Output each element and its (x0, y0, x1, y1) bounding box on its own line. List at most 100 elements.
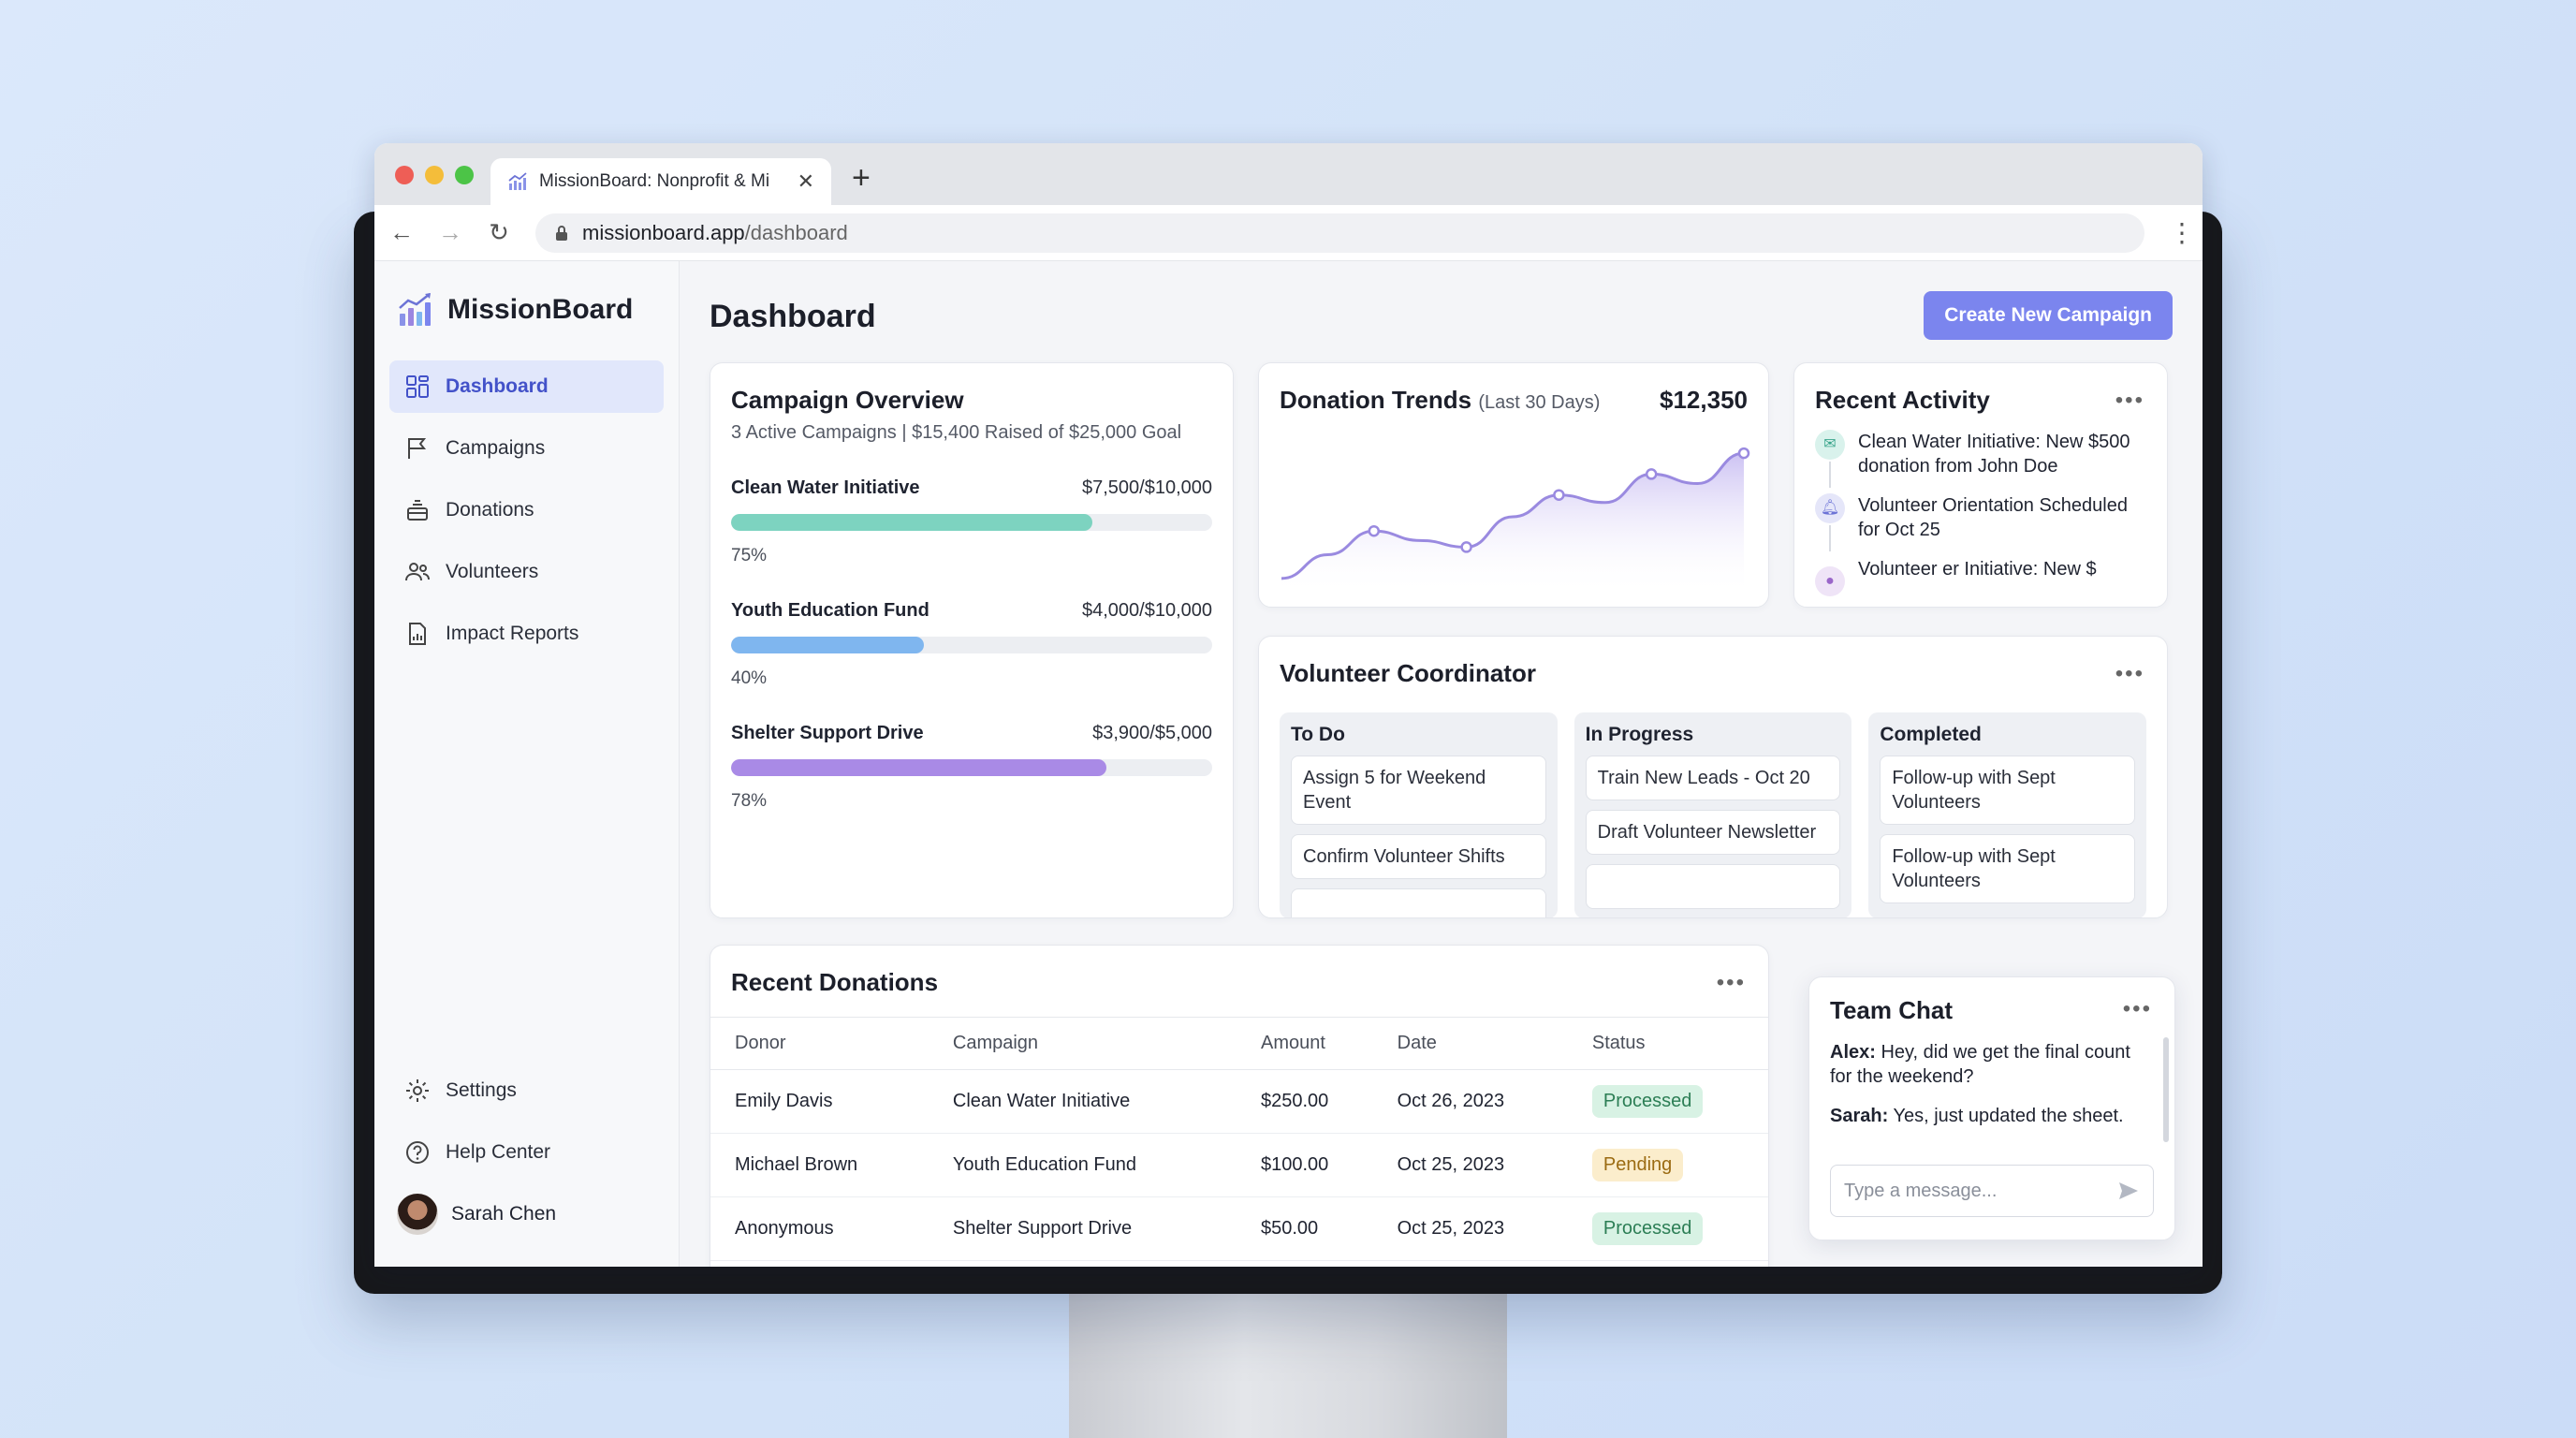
kanban-column-in-progress: In Progress Train New Leads - Oct 20 Dra… (1573, 712, 1852, 917)
bell-icon: 🔔︎ (1815, 493, 1845, 523)
campaign-progress-item[interactable]: Shelter Support Drive $3,900/$5,000 78% (731, 723, 1212, 812)
task-card[interactable]: Confirm Volunteer Shifts (1291, 834, 1546, 879)
tab-favicon-icon (508, 172, 527, 190)
card-title: Campaign Overview (731, 386, 964, 414)
table-row[interactable]: Anonymous Shelter Support Drive $50.00 O… (710, 1196, 1768, 1261)
status-badge: Processed (1591, 1212, 1704, 1245)
trend-point[interactable] (1460, 541, 1472, 553)
date-cell: Oct 26, 2023 (1372, 1069, 1568, 1134)
campaign-percent: 75% (731, 546, 768, 565)
maximize-window-button[interactable] (455, 166, 474, 184)
tab-title: MissionBoard: Nonprofit & Mi (539, 171, 770, 191)
card-title: Recent Donations (731, 968, 939, 996)
avatar (397, 1194, 438, 1235)
column-header-date[interactable]: Date (1372, 1017, 1568, 1070)
column-header-amount[interactable]: Amount (1236, 1017, 1373, 1070)
donation-box-icon (407, 500, 428, 521)
user-profile[interactable]: Sarah Chen (389, 1188, 664, 1240)
activity-item[interactable]: 🔔︎ Volunteer Orientation Scheduled for O… (1815, 493, 2146, 551)
chat-scrollbar[interactable] (2163, 1037, 2169, 1142)
task-card[interactable] (1291, 888, 1546, 917)
task-card[interactable]: Follow-up with Sept Volunteers (1880, 756, 2136, 825)
brand[interactable]: MissionBoard (389, 291, 664, 329)
donation-trends-title: Donation Trends (1280, 386, 1472, 414)
column-header-campaign[interactable]: Campaign (928, 1017, 1237, 1070)
dashboard-icon (406, 375, 429, 398)
table-row[interactable]: Emily Davis Clean Water Initiative $250.… (710, 1069, 1768, 1134)
status-cell: Processed (1567, 1196, 1768, 1261)
activity-item[interactable]: ✉ Clean Water Initiative: New $500 donat… (1815, 430, 2146, 488)
activity-text: Clean Water Initiative: New $500 donatio… (1858, 432, 2130, 477)
tab-close-icon[interactable]: ✕ (797, 169, 814, 193)
campaign-cell: Youth Education Fund (928, 1133, 1237, 1197)
trend-point[interactable] (1645, 468, 1658, 480)
sidebar-item-volunteers[interactable]: Volunteers (389, 546, 664, 598)
sidebar-item-settings[interactable]: Settings (389, 1064, 664, 1117)
donor-cell: Anonymous (710, 1196, 929, 1261)
send-icon[interactable] (2117, 1181, 2140, 1201)
table-row[interactable]: Michael Brown Youth Education Fund $100.… (710, 1133, 1768, 1197)
more-options-icon[interactable]: ••• (2122, 996, 2152, 1021)
column-header-status[interactable]: Status (1567, 1017, 1768, 1070)
create-campaign-button[interactable]: Create New Campaign (1924, 291, 2173, 340)
trend-point[interactable] (1553, 489, 1565, 501)
close-window-button[interactable] (395, 166, 414, 184)
minimize-window-button[interactable] (425, 166, 444, 184)
lock-icon (556, 225, 567, 241)
chat-message-input[interactable]: Type a message... (1830, 1165, 2154, 1217)
progress-bar (731, 637, 1212, 653)
help-icon (406, 1141, 429, 1164)
column-title: Completed (1880, 724, 1982, 745)
column-header-donor[interactable]: Donor (710, 1017, 929, 1070)
activity-text: Volunteer er Initiative: New $ (1858, 559, 2097, 580)
kanban-column-todo: To Do Assign 5 for Weekend Event Confirm… (1280, 712, 1558, 917)
campaign-amount: $3,900/$5,000 (1092, 723, 1212, 743)
campaign-amount: $7,500/$10,000 (1081, 477, 1212, 498)
task-card[interactable] (1585, 864, 1841, 909)
url-field[interactable]: missionboard.app/dashboard (535, 213, 2144, 253)
trend-line (1281, 451, 1745, 580)
trend-point[interactable] (1737, 447, 1750, 460)
campaign-progress-item[interactable]: Clean Water Initiative $7,500/$10,000 75… (731, 477, 1212, 566)
sidebar-item-impact-reports[interactable]: Impact Reports (389, 608, 664, 660)
amount-cell: $250.00 (1236, 1069, 1373, 1134)
campaign-name: Shelter Support Drive (731, 723, 924, 743)
sidebar-item-donations[interactable]: Donations (389, 484, 664, 536)
donation-trends-subtitle: (Last 30 Days) (1478, 392, 1601, 413)
task-card[interactable]: Train New Leads - Oct 20 (1585, 756, 1841, 800)
chat-input-placeholder: Type a message... (1844, 1180, 1998, 1201)
new-tab-button[interactable]: + (852, 160, 871, 196)
trend-area (1281, 453, 1744, 595)
forward-icon[interactable]: → (438, 218, 462, 246)
browser-tab[interactable]: MissionBoard: Nonprofit & Mi ✕ (490, 158, 831, 205)
status-cell: Pending (1567, 1133, 1768, 1197)
team-chat-card: Team Chat ••• Alex: Hey, did we get the … (1808, 976, 2175, 1240)
sidebar-item-dashboard[interactable]: Dashboard (389, 360, 664, 413)
recent-donations-card: Recent Donations ••• Donor Campaign Amou… (710, 945, 1769, 1267)
sidebar-item-label: Donations (446, 499, 534, 521)
task-card[interactable]: Follow-up with Sept Volunteers (1880, 834, 2136, 903)
sidebar-item-help-center[interactable]: Help Center (389, 1126, 664, 1179)
task-card[interactable]: Draft Volunteer Newsletter (1585, 810, 1841, 855)
activity-item[interactable]: ● Volunteer er Initiative: New $ (1815, 557, 2146, 596)
more-options-icon[interactable]: ••• (2115, 388, 2144, 413)
timeline-connector (1829, 462, 1831, 488)
brand-name: MissionBoard (447, 294, 634, 325)
back-icon[interactable]: ← (389, 218, 414, 246)
browser-menu-icon[interactable]: ⋮ (2169, 218, 2195, 247)
donation-total: $12,350 (1660, 386, 1748, 414)
more-options-icon[interactable]: ••• (2115, 661, 2144, 686)
card-title: Volunteer Coordinator (1280, 659, 1536, 687)
reload-icon[interactable]: ↻ (489, 218, 509, 246)
column-title: To Do (1291, 724, 1345, 745)
donation-trends-card: Donation Trends (Last 30 Days) $12,350 (1258, 362, 1769, 608)
sidebar-item-campaigns[interactable]: Campaigns (389, 422, 664, 475)
task-card[interactable]: Assign 5 for Weekend Event (1291, 756, 1546, 825)
user-name: Sarah Chen (451, 1203, 557, 1225)
amount-cell: $50.00 (1236, 1196, 1373, 1261)
users-icon (405, 563, 430, 581)
chat-message: Alex: Hey, did we get the final count fo… (1830, 1040, 2154, 1089)
trend-point[interactable] (1368, 524, 1381, 537)
more-options-icon[interactable]: ••• (1716, 970, 1746, 995)
campaign-progress-item[interactable]: Youth Education Fund $4,000/$10,000 40% (731, 600, 1212, 689)
